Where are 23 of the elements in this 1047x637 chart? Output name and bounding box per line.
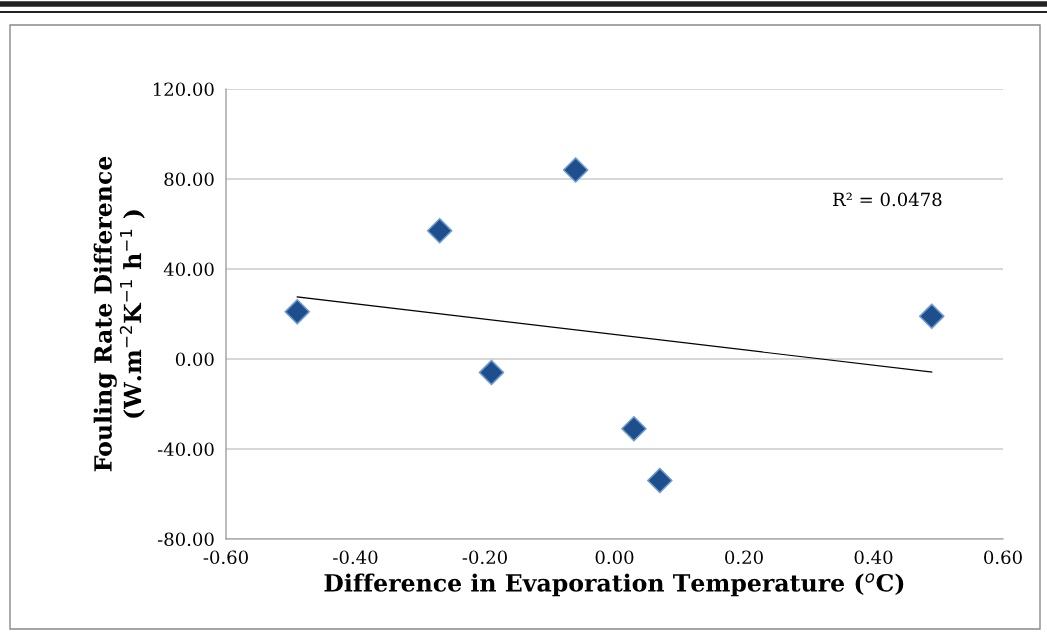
point [918, 303, 945, 330]
x-tick-label: -0.20 [462, 550, 507, 565]
point [621, 415, 647, 442]
x-axis-title: Difference in Evaporation Temperature ($^{o}$C) [324, 573, 904, 597]
x-tick-label: -0.40 [333, 550, 378, 565]
x-tick-label: 0.00 [595, 550, 634, 565]
point [478, 359, 505, 386]
x-tick-label: 0.20 [725, 550, 763, 565]
x-tick-label: -0.60 [203, 550, 248, 565]
annotation: R² = 0.0478 [833, 192, 942, 207]
y-tick-label: 0.00 [175, 352, 214, 367]
x-tick-label: 0.60 [984, 550, 1022, 565]
point [562, 157, 589, 183]
point [646, 467, 673, 494]
point [284, 298, 311, 325]
y-tick-label: 120.00 [153, 82, 214, 97]
y-tick-label: 40.00 [163, 262, 214, 277]
y-tick-label: -80.00 [157, 532, 214, 547]
y-tick-label: -40.00 [157, 442, 214, 457]
point [426, 217, 453, 244]
y-axis-title: Fouling Rate Difference (W.m$^{−2}$K$^{−1}$ h$^{−1}$ ) [93, 156, 145, 472]
y-tick-label: 80.00 [164, 172, 214, 187]
x-tick-label: 0.40 [854, 550, 893, 565]
